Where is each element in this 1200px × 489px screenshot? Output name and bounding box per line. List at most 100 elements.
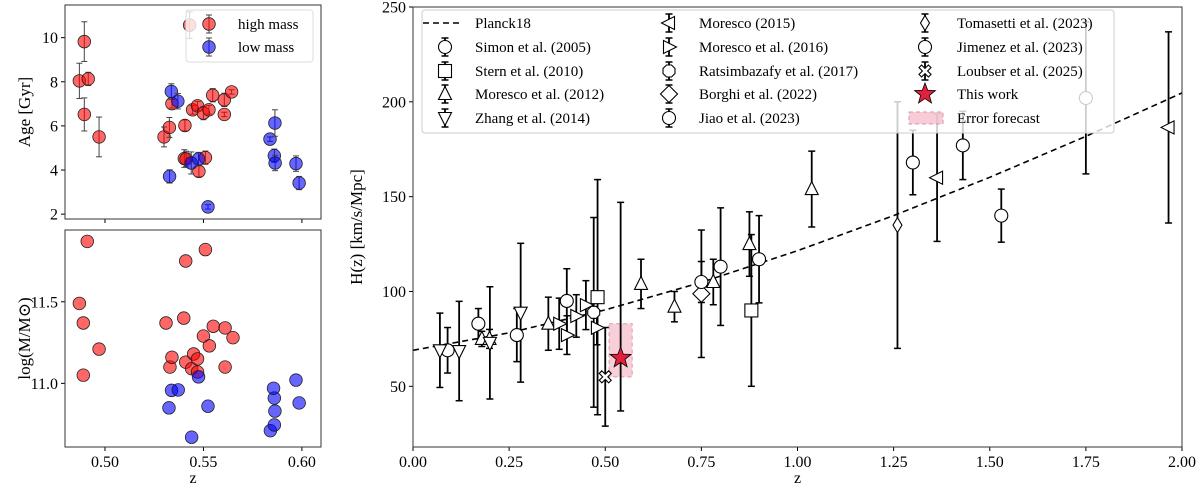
y-axis-label: Age [Gyr] (15, 77, 34, 147)
marker-triangle-right (579, 297, 595, 313)
marker-triangle-right (662, 39, 678, 55)
marker-octagon (662, 64, 676, 78)
marker (171, 94, 185, 108)
data-point-low-mass (164, 83, 179, 100)
data-point-high-mass (80, 234, 94, 249)
data-point-high-mass (77, 97, 91, 132)
plot-frame (64, 229, 322, 448)
x-tick-label: 2.00 (1168, 454, 1196, 471)
data-point-low-mass (292, 175, 306, 191)
marker (164, 84, 179, 99)
marker-triangle-down (482, 336, 498, 352)
data-point-high-mass (224, 85, 239, 99)
marker (191, 152, 206, 166)
y-tick-label: 2 (50, 207, 58, 224)
marker-triangle-right (590, 320, 606, 336)
legend-label: Tomasetti et al. (2023) (957, 16, 1093, 32)
legend-item: Stern et al. (2010) (437, 61, 583, 81)
y-tick-label: 150 (382, 189, 406, 206)
legend-label: Jimenez et al. (2023) (957, 40, 1083, 56)
data-point-high-mass (165, 350, 179, 364)
marker-circle (471, 316, 486, 331)
y-tick-label: 250 (382, 0, 406, 17)
legend-item: Jiao et al. (2023) (661, 108, 800, 128)
x-axis-label: z (189, 470, 196, 487)
data-point-high-mass (205, 88, 220, 103)
marker (77, 34, 91, 49)
legend-item: Planck18 (423, 16, 531, 32)
marker-triangle-up (437, 85, 453, 101)
hubble-data (413, 21, 1182, 427)
marker-circle (661, 110, 677, 126)
data-point-high-mass (202, 103, 216, 117)
legend-item: Loubser et al. (2025) (918, 61, 1083, 81)
legend-item: This work (913, 81, 1019, 104)
marker-circle (437, 39, 453, 55)
x-axis-label: z (794, 470, 801, 487)
data-point-high-mass (177, 311, 191, 325)
marker-thin-diamond (919, 14, 931, 32)
legend-box (421, 9, 1115, 134)
marker-star (913, 81, 937, 104)
y-tick-label: 50 (390, 379, 406, 396)
legend-marker (202, 40, 216, 54)
y-tick-label: 11.0 (31, 376, 58, 393)
data-point-high-mass (179, 254, 193, 268)
marker-circle (559, 293, 574, 309)
marker (162, 169, 177, 184)
data-point-high-mass (217, 107, 232, 122)
legend-hubble: Planck18 Simon et al. (2005) Stern et al. … (421, 9, 1115, 134)
data-point-high-mass (226, 330, 240, 345)
marker-triangle-up (705, 273, 721, 289)
x-tick-label: 0.25 (495, 454, 523, 471)
data-point-high-mass (178, 118, 192, 133)
legend-label: Borghi et al. (2022) (699, 87, 817, 103)
legend-item: Moresco et al. (2016) (662, 37, 828, 57)
legend-label: Loubser et al. (2025) (957, 64, 1083, 80)
marker-triangle-right (553, 316, 568, 332)
marker-triangle-up (633, 275, 649, 290)
legend-label: Moresco et al. (2016) (699, 40, 828, 56)
y-tick-label: 100 (382, 284, 406, 301)
marker (178, 118, 192, 133)
marker-star (609, 345, 633, 368)
x-tick-label: 0.50 (91, 454, 119, 471)
marker-circle (917, 39, 933, 55)
marker-triangle-down (451, 344, 467, 360)
x-tick-label: 0.55 (189, 454, 217, 471)
legend-mass: high mass low mass (185, 9, 314, 63)
data-point-low-mass (289, 373, 303, 387)
legend-item: Tomasetti et al. (2023) (919, 13, 1093, 33)
data-point-high-mass (162, 117, 177, 138)
y-tick-label: 6 (50, 118, 58, 135)
legend-label: Zhang et al. (2014) (475, 111, 590, 127)
legend-box (185, 9, 314, 63)
legend-label: high mass (238, 17, 299, 33)
marker (162, 120, 177, 135)
y-tick-label: 8 (50, 74, 58, 91)
data-point-low-mass (268, 109, 282, 137)
x-tick-label: 0.50 (591, 454, 619, 471)
axes-top-left: 2 4 6 8 10 Age [Gyr] (15, 30, 303, 224)
marker-triangle-down (432, 344, 448, 360)
marker-circle (994, 208, 1009, 223)
marker-circle (713, 259, 728, 274)
plot-frame (64, 4, 322, 220)
marker (201, 200, 215, 214)
marker-circle (509, 328, 524, 343)
planck18-line (413, 92, 1182, 352)
data-point-low-mass (162, 169, 177, 184)
data-point-high-mass (202, 339, 217, 353)
marker-triangle-up (667, 297, 682, 313)
data-point-high-mass (198, 242, 213, 257)
x-tick-label: 1.25 (880, 454, 908, 471)
marker-triangle-down (513, 306, 529, 322)
y-tick-label: 4 (50, 163, 58, 180)
legend-item: Zhang et al. (2014) (437, 108, 590, 128)
axes-right: 0.00 0.25 0.50 0.75 1.00 1.25 1.50 1.75 2.00 50 10… (347, 0, 1196, 487)
legend-item: Borghi et al. (2022) (659, 84, 817, 104)
marker-triangle-up (540, 314, 556, 330)
data-point-low-mass (267, 418, 282, 432)
data-point-high-mass (81, 71, 95, 87)
x-tick-label: 0.00 (399, 454, 427, 471)
